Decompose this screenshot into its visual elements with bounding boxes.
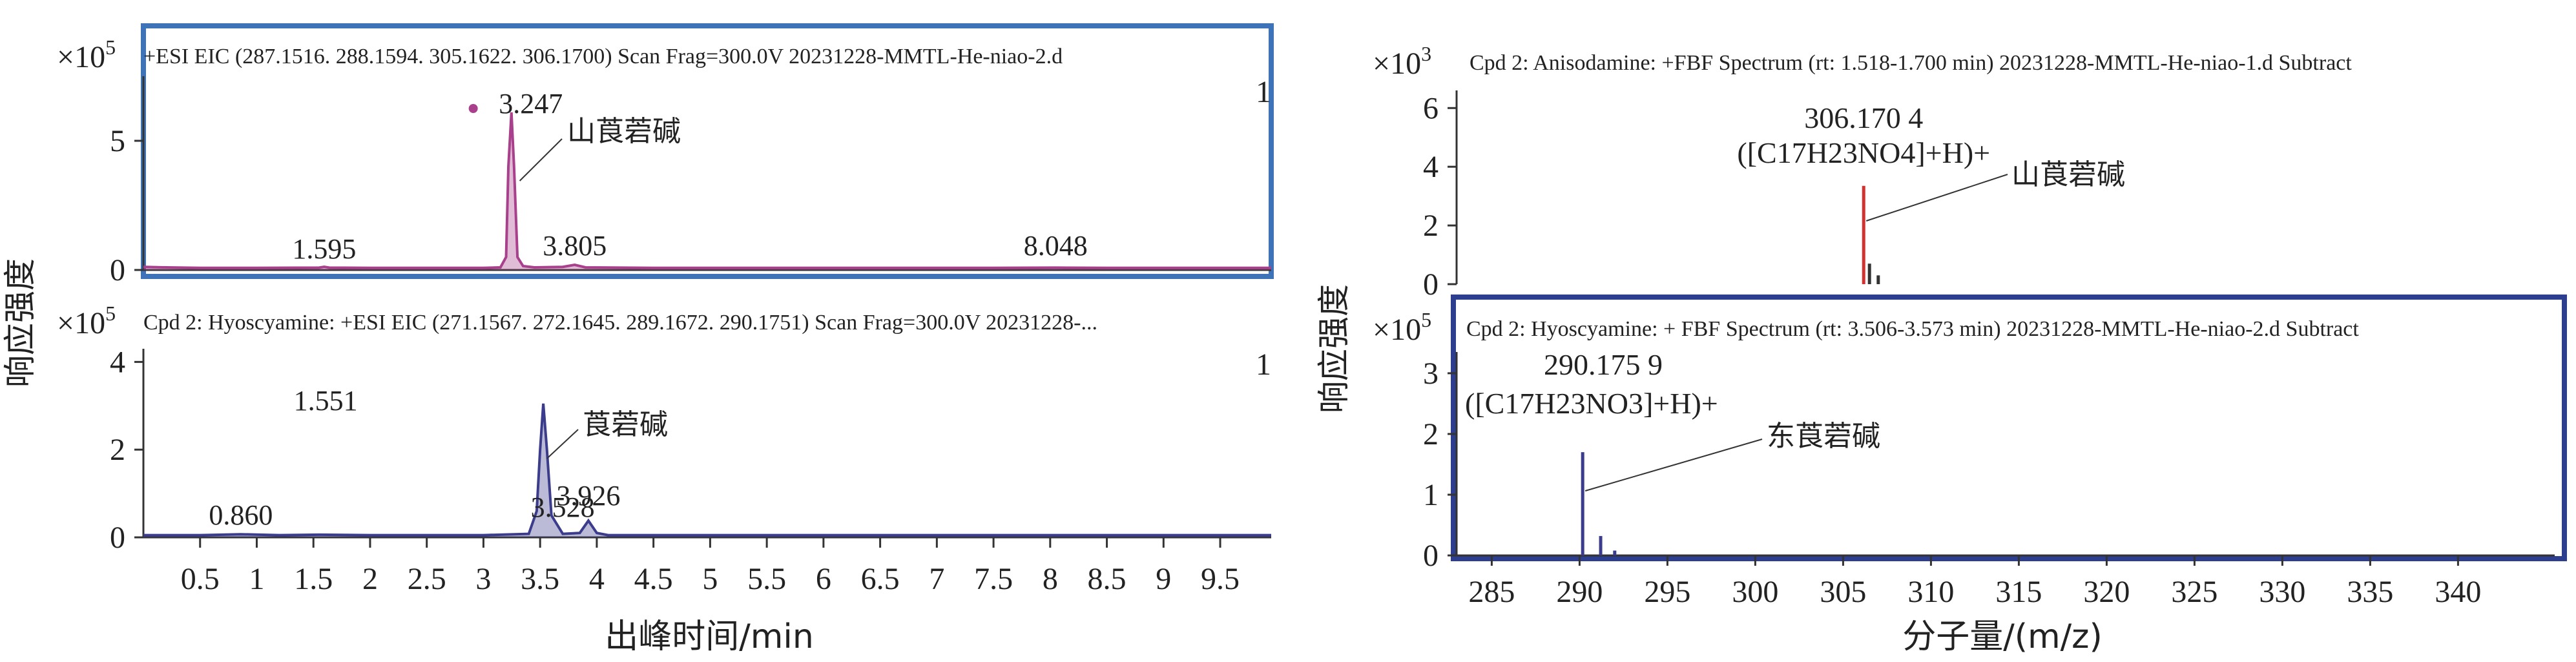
y-tick-label: 1 xyxy=(1423,478,1439,512)
annotation-leader xyxy=(1865,174,2008,222)
x-tick-label: 9.5 xyxy=(1201,562,1240,596)
left-y-axis-label: 响应强度 xyxy=(1,258,39,388)
y-tick-label: 6 xyxy=(1423,91,1439,125)
x-tick-label: 320 xyxy=(2083,575,2130,609)
left-x-axis-label: 出峰时间/min xyxy=(605,617,814,656)
panel-title: Cpd 2: Hyoscyamine: + FBF Spectrum (rt: … xyxy=(1466,317,2359,341)
peak-formula-label: ([C17H23NO4]+H)+ xyxy=(1737,136,1990,169)
peak-label: 3.247 xyxy=(499,88,563,119)
x-tick-label: 2 xyxy=(362,562,378,596)
y-tick-label: 0 xyxy=(110,521,125,555)
series-line xyxy=(143,403,1271,537)
x-tick-label: 285 xyxy=(1468,575,1515,609)
x-tick-label: 6.5 xyxy=(861,562,900,596)
y-tick-label: 0 xyxy=(110,253,125,287)
x-tick-label: 5 xyxy=(702,562,718,596)
x-tick-label: 7 xyxy=(929,562,944,596)
x-tick-label: 305 xyxy=(1820,575,1866,609)
right-x-axis-label: 分子量/(m/z) xyxy=(1902,617,2103,656)
panel-title: Cpd 2: Anisodamine: +FBF Spectrum (rt: 1… xyxy=(1470,51,2352,75)
scale-factor-label: ×105 xyxy=(57,36,116,74)
series-area xyxy=(143,403,1271,537)
peak-formula-label: ([C17H23NO3]+H)+ xyxy=(1465,387,1718,420)
x-tick-label: 6 xyxy=(816,562,831,596)
compound-annotation: 莨菪碱 xyxy=(583,408,668,441)
y-tick-label: 2 xyxy=(1423,209,1439,243)
x-tick-label: 3 xyxy=(475,562,491,596)
x-tick-label: 8 xyxy=(1043,562,1058,596)
panel-frame xyxy=(1451,295,2567,561)
x-tick-label: 310 xyxy=(1907,575,1954,609)
x-tick-label: 1 xyxy=(249,562,264,596)
compound-annotation: 山莨菪碱 xyxy=(2011,158,2125,191)
scale-factor-exponent: 3 xyxy=(1421,42,1431,65)
peak-label: 1.551 xyxy=(294,385,358,417)
x-tick-label: 4 xyxy=(589,562,605,596)
x-tick-label: 8.5 xyxy=(1088,562,1127,596)
x-tick-label: 5.5 xyxy=(747,562,786,596)
scale-factor-label: ×105 xyxy=(57,302,116,340)
x-tick-label: 3.5 xyxy=(521,562,559,596)
x-tick-label: 330 xyxy=(2259,575,2305,609)
peak-mz-label: 306.170 4 xyxy=(1804,101,1923,134)
scale-factor-base: ×10 xyxy=(57,306,105,340)
scale-factor-label: ×105 xyxy=(1373,308,1431,347)
x-tick-label: 290 xyxy=(1556,575,1603,609)
x-tick-label: 335 xyxy=(2347,575,2393,609)
y-tick-label: 2 xyxy=(110,433,125,467)
scale-factor-exponent: 5 xyxy=(105,302,116,325)
scale-factor-exponent: 5 xyxy=(105,36,116,59)
scale-factor-exponent: 5 xyxy=(1421,308,1431,331)
y-tick-label: 4 xyxy=(1423,150,1439,184)
x-tick-label: 0.5 xyxy=(181,562,220,596)
edge-marker: 1 xyxy=(1256,75,1271,109)
peak-label: 3.926 xyxy=(556,480,620,512)
annotation-leader xyxy=(519,138,563,181)
plot-layer: +ESI EIC (287.1516. 288.1594. 305.1622. … xyxy=(57,36,2555,609)
peak-label: 1.595 xyxy=(292,233,356,265)
x-tick-label: 315 xyxy=(1995,575,2042,609)
panel-title: +ESI EIC (287.1516. 288.1594. 305.1622. … xyxy=(143,45,1063,68)
x-tick-label: 325 xyxy=(2171,575,2218,609)
compound-annotation: 山莨菪碱 xyxy=(567,115,681,148)
scale-factor-base: ×10 xyxy=(1373,47,1421,81)
annotation-leader xyxy=(1584,439,1763,491)
x-tick-label: 7.5 xyxy=(974,562,1013,596)
y-tick-label: 0 xyxy=(1423,539,1439,573)
series-line xyxy=(143,112,1271,269)
x-tick-label: 4.5 xyxy=(634,562,673,596)
scale-factor-label: ×103 xyxy=(1373,42,1431,81)
x-tick-label: 295 xyxy=(1644,575,1690,609)
y-tick-label: 2 xyxy=(1423,417,1439,451)
compound-annotation: 东莨菪碱 xyxy=(1767,420,1880,453)
y-tick-label: 3 xyxy=(1423,357,1439,391)
x-tick-label: 300 xyxy=(1732,575,1778,609)
scale-factor-base: ×10 xyxy=(57,40,105,74)
y-tick-label: 5 xyxy=(110,124,125,158)
right-y-axis-label: 响应强度 xyxy=(1315,284,1353,413)
peak-mz-label: 290.175 9 xyxy=(1544,348,1663,381)
peak-label: 3.805 xyxy=(543,230,607,262)
x-tick-label: 1.5 xyxy=(294,562,333,596)
peak-marker-dot xyxy=(468,104,478,113)
panel-title: Cpd 2: Hyoscyamine: +ESI EIC (271.1567. … xyxy=(143,311,1097,335)
scale-factor-base: ×10 xyxy=(1373,313,1421,347)
peak-label: 3.528 xyxy=(531,491,595,523)
x-tick-label: 9 xyxy=(1156,562,1171,596)
x-tick-label: 2.5 xyxy=(408,562,446,596)
peak-label: 8.048 xyxy=(1024,230,1088,262)
peak-label: 0.860 xyxy=(209,499,273,531)
edge-marker: 1 xyxy=(1256,347,1271,382)
y-tick-label: 0 xyxy=(1423,267,1439,302)
annotation-leader xyxy=(546,429,579,459)
x-tick-label: 340 xyxy=(2435,575,2481,609)
y-tick-label: 4 xyxy=(110,345,125,379)
